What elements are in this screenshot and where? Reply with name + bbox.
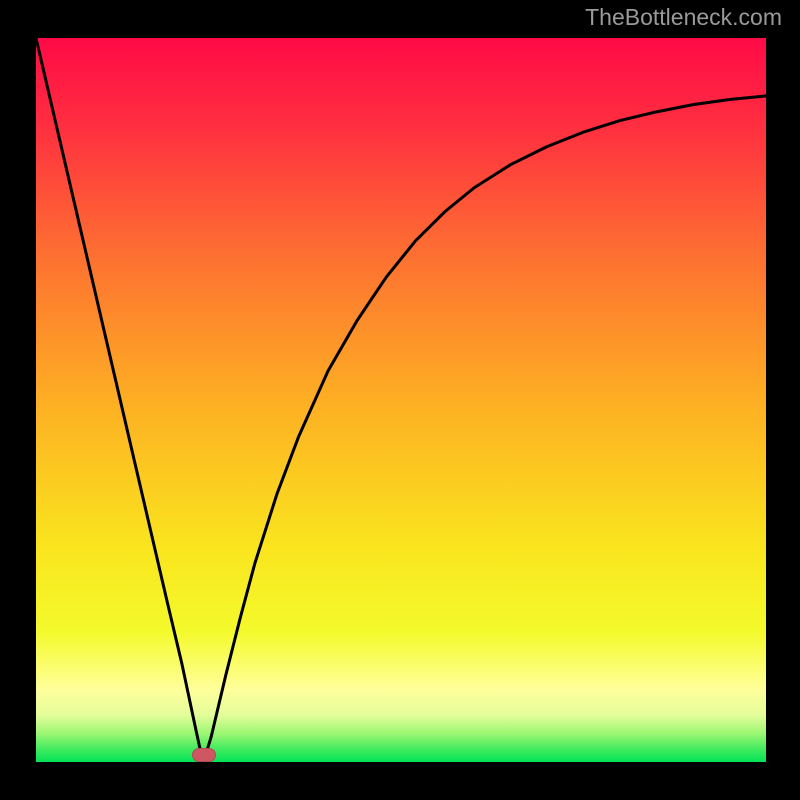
chart-container: TheBottleneck.com [0,0,800,800]
curve-line [36,38,766,762]
watermark-text: TheBottleneck.com [585,4,782,31]
plot-area [36,38,766,762]
minimum-marker [192,748,216,762]
